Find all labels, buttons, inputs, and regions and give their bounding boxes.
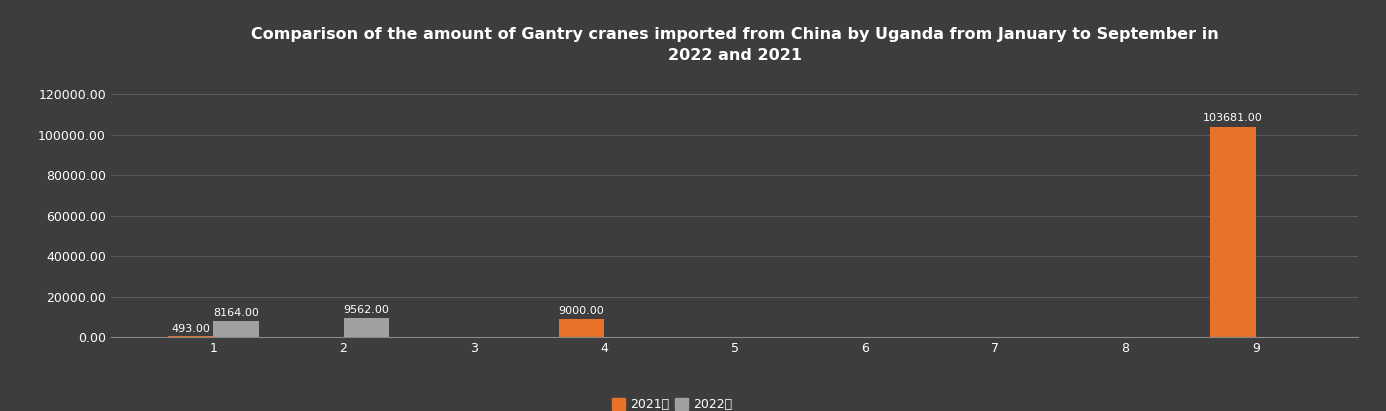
Text: 9000.00: 9000.00 [559,306,604,316]
Text: 8164.00: 8164.00 [213,308,259,318]
Legend: 2021年, 2022年: 2021年, 2022年 [608,395,736,411]
Text: 493.00: 493.00 [170,323,209,334]
Bar [213,321,259,337]
Bar [344,318,389,337]
Bar [1210,127,1256,337]
Bar [168,336,213,337]
Bar [559,319,604,337]
Title: Comparison of the amount of Gantry cranes imported from China by Uganda from Jan: Comparison of the amount of Gantry crane… [251,27,1218,63]
Text: 103681.00: 103681.00 [1203,113,1263,123]
Text: 9562.00: 9562.00 [344,305,389,315]
